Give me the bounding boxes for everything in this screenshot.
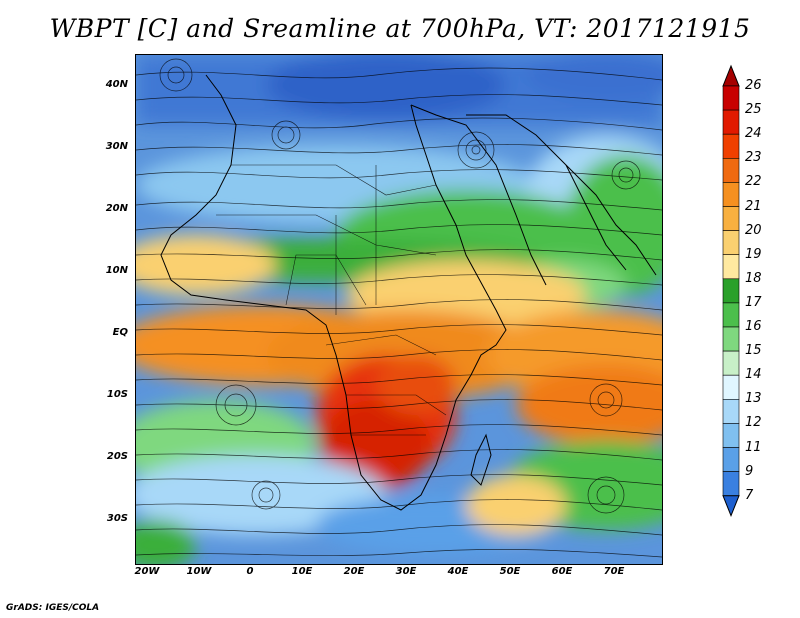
lat-label-eq: EQ (112, 327, 128, 338)
colorbar-label: 11 (745, 439, 762, 455)
colorbar-top-arrow (722, 64, 740, 87)
colorbar-label: 24 (745, 126, 762, 142)
lon-label-10e: 10E (291, 566, 313, 577)
colorbar-cell (722, 447, 740, 472)
lon-label-30e: 30E (395, 566, 417, 577)
colorbar-cell (722, 254, 740, 280)
lat-label-10s: 10S (106, 389, 128, 400)
colorbar-cell (722, 230, 740, 256)
colorbar-cell (722, 85, 740, 111)
lat-label-20s: 20S (106, 451, 128, 462)
borders (216, 164, 447, 436)
lon-label-20e: 20E (343, 566, 365, 577)
lon-label-20w: 20W (134, 566, 160, 577)
colorbar-cell (722, 109, 740, 135)
colorbar-cell (722, 302, 740, 328)
colorbar-cell (722, 350, 740, 376)
colorbar-cell (722, 471, 740, 497)
colorbar-cell (722, 374, 740, 400)
lon-label-40e: 40E (447, 566, 469, 577)
colorbar-label: 20 (745, 222, 762, 238)
lat-label-40n: 40N (105, 79, 128, 90)
colorbar-label: 16 (745, 319, 762, 334)
lat-label-30n: 30N (105, 141, 128, 152)
colorbar-cell (722, 133, 740, 159)
colorbar-label: 17 (745, 294, 762, 310)
colorbar-cell (722, 326, 740, 352)
lat-label-20n: 20N (105, 203, 128, 214)
lon-label-10w: 10W (186, 566, 212, 577)
colorbar-cell (722, 182, 740, 207)
colorbar-cell (722, 423, 740, 448)
colorbar-label: 25 (745, 102, 762, 118)
colorbar-label: 26 (745, 78, 762, 93)
lat-label-10n: 10N (105, 265, 128, 276)
lon-label-60e: 60E (551, 566, 573, 577)
colorbar-cell (722, 206, 740, 231)
colorbar-cell (722, 278, 740, 304)
streamlines (136, 58, 662, 558)
coastlines (160, 74, 657, 511)
colorbar-label: 9 (745, 463, 754, 479)
lat-label-30s: 30S (106, 513, 128, 524)
map-title: WBPT [C] and Sreamline at 700hPa, VT: 20… (49, 14, 751, 43)
colorbar-label: 23 (745, 150, 762, 166)
colorbar-label: 19 (745, 246, 762, 262)
colorbar-graphic (722, 64, 740, 518)
colorbar-cell (722, 398, 740, 424)
lon-label-50e: 50E (499, 566, 521, 577)
colorbar-label: 21 (745, 198, 762, 214)
colorbar-label: 14 (745, 367, 762, 383)
map-canvas (136, 55, 662, 564)
lon-label-70e: 70E (603, 566, 625, 577)
colorbar-label: 7 (745, 487, 754, 503)
colorbar-label: 13 (745, 391, 762, 407)
colorbar-bottom-arrow (722, 495, 740, 518)
colorbar-label: 22 (745, 174, 762, 190)
colorbar-label: 15 (745, 343, 762, 359)
colorbar-label: 12 (745, 415, 762, 431)
lon-label-0: 0 (246, 566, 254, 577)
footer-credit: GrADS: IGES/COLA (6, 603, 100, 613)
colorbar-label: 18 (745, 270, 762, 286)
colorbar-cell (722, 158, 740, 183)
wbpt-streamline-map (135, 54, 663, 565)
